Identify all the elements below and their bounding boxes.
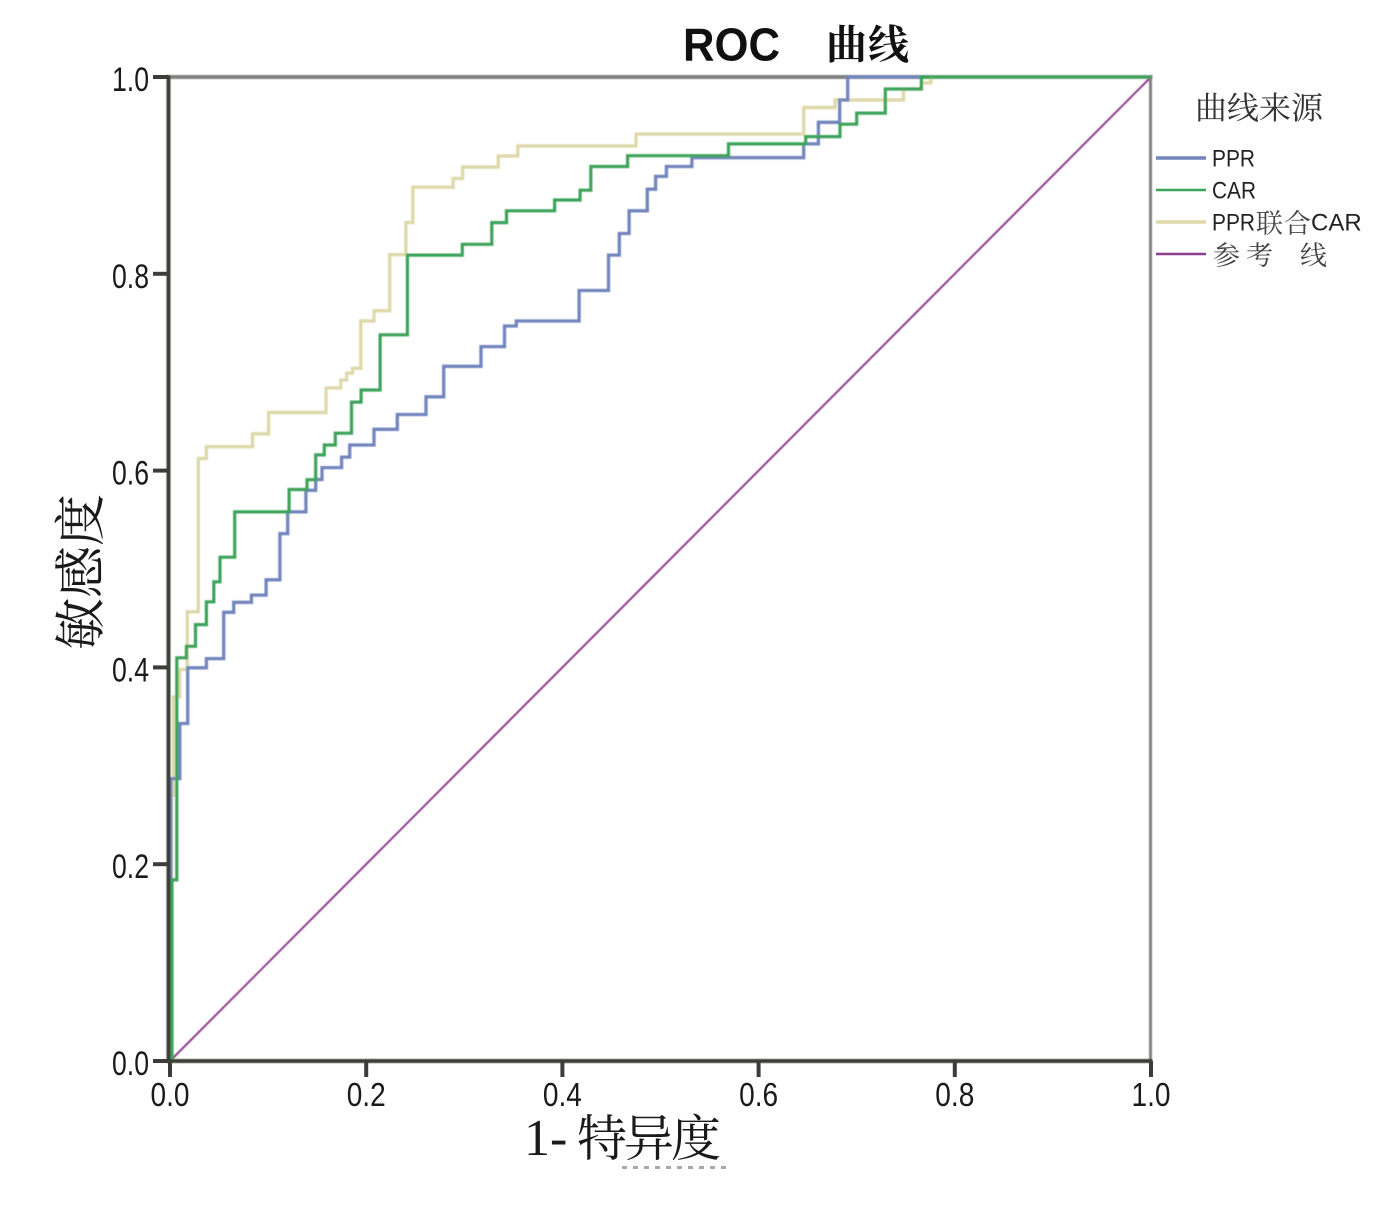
svg-text:CAR: CAR: [1212, 178, 1256, 205]
svg-text:0.4: 0.4: [112, 651, 149, 689]
svg-text:1.0: 1.0: [112, 61, 149, 99]
svg-text:0.0: 0.0: [151, 1076, 190, 1113]
svg-text:PPR: PPR: [1212, 146, 1255, 173]
svg-text:PPR: PPR: [1212, 210, 1255, 237]
svg-text:1.0: 1.0: [1132, 1076, 1171, 1113]
svg-text:ROC: ROC: [683, 19, 780, 71]
svg-text:CAR: CAR: [1311, 210, 1362, 237]
svg-text:0.0: 0.0: [112, 1045, 149, 1083]
svg-text:0.6: 0.6: [112, 455, 149, 493]
svg-text:0.6: 0.6: [739, 1076, 778, 1113]
svg-text:1-: 1-: [524, 1110, 567, 1167]
svg-text:0.8: 0.8: [935, 1076, 974, 1113]
svg-text:0.4: 0.4: [543, 1076, 582, 1113]
svg-text:0.8: 0.8: [112, 258, 149, 296]
svg-text:0.2: 0.2: [112, 848, 149, 886]
svg-text:0.2: 0.2: [347, 1076, 386, 1113]
